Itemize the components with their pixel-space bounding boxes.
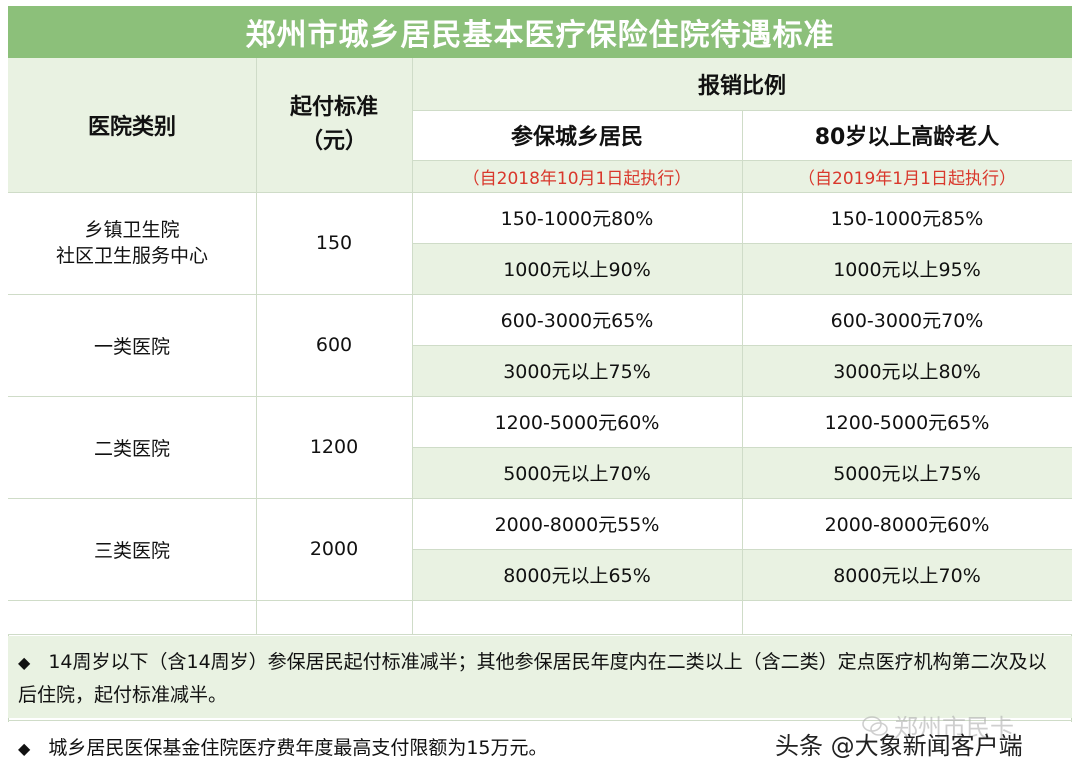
rate-elderly-tier1: 150-1000元85% <box>742 192 1072 243</box>
bullet-icon: ◆ <box>18 739 31 758</box>
grid-line <box>8 720 1072 721</box>
rate-residents-tier2: 3000元以上75% <box>412 345 742 396</box>
rate-residents-tier2: 1000元以上90% <box>412 243 742 294</box>
row-hospital: 三类医院 <box>8 498 256 600</box>
rate-elderly-tier2: 8000元以上70% <box>742 549 1072 600</box>
note-2: ◆ 城乡居民医保基金住院医疗费年度最高支付限额为15万元。 <box>8 722 1072 774</box>
empty-row <box>8 600 1072 634</box>
bullet-icon: ◆ <box>18 653 31 672</box>
rate-residents-tier2: 8000元以上65% <box>412 549 742 600</box>
grid-line <box>412 549 1072 550</box>
header-col-residents: 参保城乡居民 <box>412 110 742 160</box>
page-title: 郑州市城乡居民基本医疗保险住院待遇标准 <box>8 6 1072 58</box>
grid-line <box>8 498 1072 499</box>
grid-line <box>256 58 257 634</box>
grid-line <box>8 634 1072 635</box>
rate-residents-tier1: 600-3000元65% <box>412 294 742 345</box>
grid-line <box>412 447 1072 448</box>
grid-line <box>412 345 1072 346</box>
note-1-text: 14周岁以下（含14周岁）参保居民起付标准减半；其他参保居民年度内在二类以上（含… <box>18 651 1047 706</box>
rate-residents-tier2: 5000元以上70% <box>412 447 742 498</box>
grid-line <box>8 294 1072 295</box>
header-hospital-type: 医院类别 <box>8 58 256 192</box>
rate-elderly-tier1: 2000-8000元60% <box>742 498 1072 549</box>
note-1: ◆ 14周岁以下（含14周岁）参保居民起付标准减半；其他参保居民年度内在二类以上（… <box>8 636 1072 718</box>
note-2-text: 城乡居民医保基金住院医疗费年度最高支付限额为15万元。 <box>48 737 548 759</box>
header-col-elderly: 80岁以上高龄老人 <box>742 110 1072 160</box>
rate-residents-tier1: 1200-5000元60% <box>412 396 742 447</box>
rate-elderly-tier1: 600-3000元70% <box>742 294 1072 345</box>
grid-line <box>8 600 1072 601</box>
row-hospital: 乡镇卫生院 社区卫生服务中心 <box>8 192 256 294</box>
grid-line <box>742 110 743 634</box>
row-hospital: 二类医院 <box>8 396 256 498</box>
header-reimbursement: 报销比例 <box>412 58 1072 110</box>
grid-line <box>412 110 1072 111</box>
faded-watermark: 郑州市民卡 <box>862 708 1014 743</box>
row-deductible: 2000 <box>256 498 412 600</box>
header-note-elderly: （自2019年1月1日起执行） <box>742 160 1072 192</box>
row-hospital: 一类医院 <box>8 294 256 396</box>
rate-elderly-tier1: 1200-5000元65% <box>742 396 1072 447</box>
grid-line <box>412 160 1072 161</box>
header-note-residents: （自2018年10月1日起执行） <box>412 160 742 192</box>
rate-residents-tier1: 150-1000元80% <box>412 192 742 243</box>
rate-elderly-tier2: 3000元以上80% <box>742 345 1072 396</box>
grid-line <box>8 192 1072 193</box>
grid-line <box>412 58 413 634</box>
row-deductible: 150 <box>256 192 412 294</box>
grid-line <box>8 396 1072 397</box>
row-deductible: 600 <box>256 294 412 396</box>
grid-line <box>412 243 1072 244</box>
header-deductible: 起付标准 （元） <box>256 58 412 192</box>
wechat-icon <box>862 715 888 736</box>
watermark: 头条 @大象新闻客户端 <box>775 732 1023 760</box>
rate-elderly-tier2: 5000元以上75% <box>742 447 1072 498</box>
faded-watermark-text: 郑州市民卡 <box>894 714 1014 742</box>
row-deductible: 1200 <box>256 396 412 498</box>
rate-elderly-tier2: 1000元以上95% <box>742 243 1072 294</box>
rate-residents-tier1: 2000-8000元55% <box>412 498 742 549</box>
